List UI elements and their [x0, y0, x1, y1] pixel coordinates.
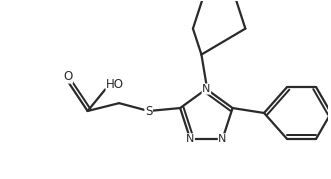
Text: S: S — [145, 105, 152, 117]
Text: N: N — [202, 84, 211, 94]
Text: O: O — [63, 70, 72, 83]
Text: N: N — [186, 134, 194, 144]
Text: N: N — [218, 134, 227, 144]
Text: HO: HO — [106, 78, 124, 91]
